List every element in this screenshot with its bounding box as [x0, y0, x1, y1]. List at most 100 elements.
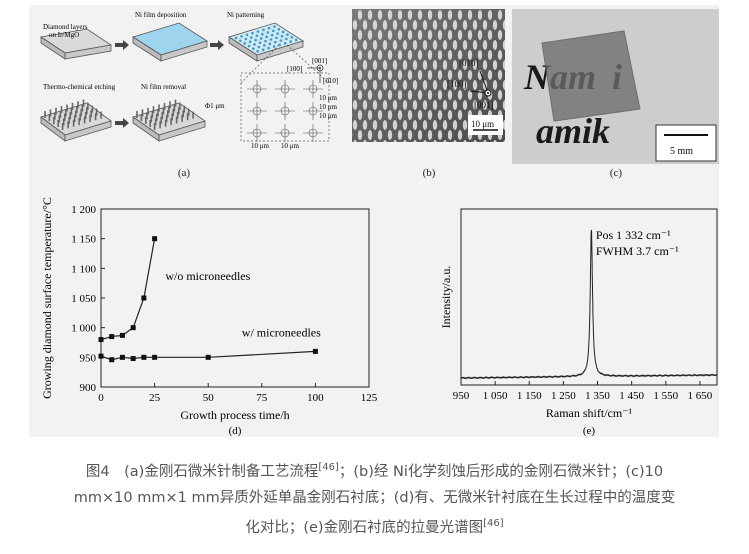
arrow-icon [115, 40, 129, 50]
pattern-dot [275, 36, 278, 40]
pattern-dot [261, 32, 264, 36]
pattern-dot [244, 37, 248, 41]
photo-scalebar-box [655, 124, 717, 162]
y-tick-label: 1 150 [71, 234, 96, 246]
diamond-substrate [541, 30, 641, 122]
step1-label-line2: on Ir/MgO [49, 31, 79, 39]
x-tick-label: 50 [203, 392, 215, 404]
x-tick-label: 25 [149, 392, 161, 404]
sem-needle [422, 100, 428, 110]
sem-needle [427, 90, 433, 100]
sem-needle [502, 20, 505, 30]
pattern-dot [283, 41, 287, 45]
sem-needle [397, 130, 403, 140]
sem-needle [457, 130, 463, 140]
sem-needle [402, 60, 408, 70]
sem-needle [367, 70, 373, 80]
sem-needle [482, 60, 488, 70]
sem-needle [473, 140, 477, 142]
sem-needle [462, 80, 468, 90]
sem-scalebar-label: 10 μm [471, 119, 494, 129]
sem-needle [402, 20, 408, 30]
sem-needle [447, 110, 453, 120]
data-point [98, 353, 104, 359]
sem-needle [432, 100, 438, 110]
sem-needle [377, 30, 383, 40]
sem-needle [503, 140, 505, 142]
sem-needle [377, 130, 383, 140]
sem-needle [467, 10, 473, 20]
sem-needle [362, 100, 368, 110]
slab-diamond-layers [39, 28, 113, 60]
pattern-dot [248, 40, 252, 44]
pattern-dot [264, 39, 267, 43]
x-tick-label: 1 450 [619, 390, 644, 402]
sem-needle [352, 100, 358, 110]
dim-right-3: 10 μm [319, 112, 338, 120]
sem-needle [433, 140, 437, 142]
pattern-dot [272, 29, 275, 33]
sem-needle [377, 70, 383, 80]
sem-needle [367, 30, 373, 40]
y-tick-label: 1 200 [71, 204, 96, 216]
sem-needle [472, 20, 478, 30]
dir-010: [010] [323, 77, 338, 85]
sem-needle [442, 40, 448, 50]
sem-needle [443, 140, 447, 142]
data-point [130, 356, 136, 362]
sem-needle [437, 130, 443, 140]
sem-needle [387, 50, 393, 60]
sem-needle [462, 60, 468, 70]
sem-needle [437, 70, 443, 80]
caption-line-3: 化对比；(e)金刚石衬底的拉曼光谱图 [245, 519, 484, 536]
x-tick-label: 1 350 [585, 390, 610, 402]
sem-needle [362, 40, 368, 50]
data-point [152, 236, 158, 242]
sem-needle [502, 60, 505, 70]
sem-needle [432, 20, 438, 30]
sem-needle [387, 10, 393, 20]
pattern-dot [279, 39, 283, 42]
sem-image: [010] [100] [001] 10 μm [352, 9, 505, 142]
y-tick-label: 1 050 [71, 293, 96, 305]
sem-needle [403, 140, 407, 142]
pattern-dot [266, 31, 270, 34]
sem-needle [497, 50, 503, 60]
sem-dir-100: [100] [447, 79, 467, 89]
sem-needle [452, 40, 458, 50]
sem-needle [457, 70, 463, 80]
sem-needle [417, 70, 423, 80]
pattern-dot [281, 30, 285, 34]
pattern-dot [289, 40, 292, 43]
pattern-dot [239, 39, 242, 42]
sem-needle [447, 10, 453, 20]
sem-needle [477, 50, 483, 60]
sem-needle [432, 40, 438, 50]
sem-needle [357, 50, 363, 60]
sem-needle [492, 40, 498, 50]
sem-needle [497, 70, 503, 80]
dim-right-2: 10 μm [319, 103, 338, 111]
sem-needle [387, 30, 393, 40]
sem-needle [442, 20, 448, 30]
sem-needle [442, 60, 448, 70]
sem-needle [447, 130, 453, 140]
pattern-dot [290, 35, 294, 39]
sem-needle [467, 50, 473, 60]
step1-label-line1: Diamond layers [43, 23, 88, 31]
data-point [205, 354, 211, 360]
sem-needle [407, 90, 413, 100]
sem-needle [437, 10, 443, 20]
pattern-dot [265, 35, 268, 39]
dim-bottom-2: 10 μm [281, 142, 300, 150]
sem-needle [462, 40, 468, 50]
sem-needle [442, 80, 448, 90]
sem-needle [412, 20, 418, 30]
sem-needle [382, 60, 388, 70]
sem-needle [427, 70, 433, 80]
sem-needle [412, 40, 418, 50]
panel-b-label: (b) [422, 167, 436, 179]
sem-needle [397, 50, 403, 60]
sem-needle [427, 10, 433, 20]
data-point [152, 354, 158, 360]
